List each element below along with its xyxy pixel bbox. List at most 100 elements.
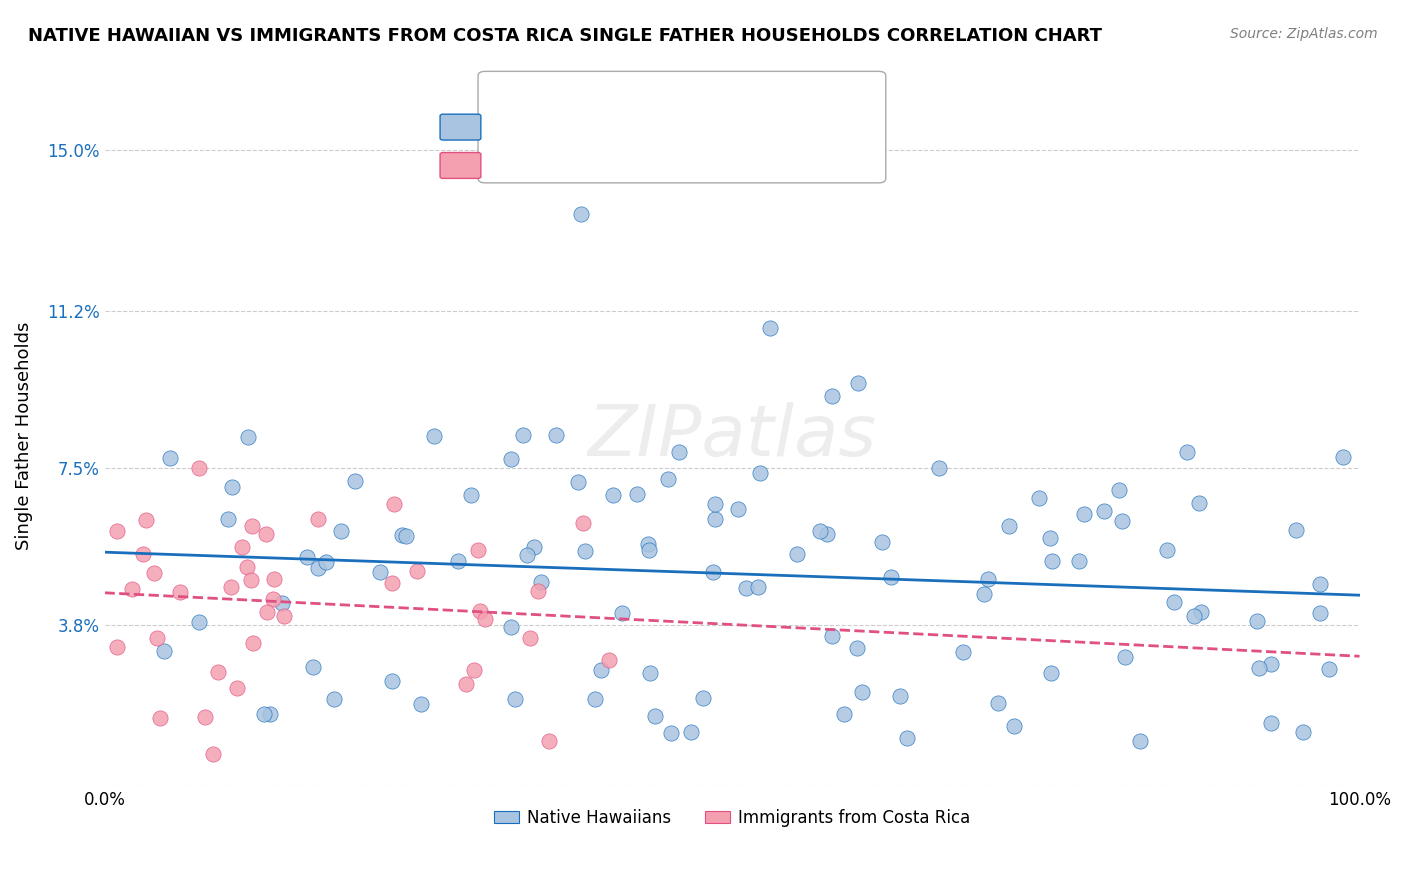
Native Hawaiians	[503, 691, 526, 706]
Native Hawaiians	[1129, 734, 1152, 748]
Native Hawaiians	[270, 596, 292, 610]
Native Hawaiians	[523, 540, 546, 554]
Immigrants from Costa Rica	[219, 580, 242, 594]
Native Hawaiians	[571, 206, 593, 220]
Native Hawaiians	[1247, 661, 1270, 675]
Native Hawaiians	[307, 561, 329, 575]
Native Hawaiians	[217, 511, 239, 525]
Native Hawaiians	[749, 467, 772, 481]
Native Hawaiians	[704, 512, 727, 526]
Native Hawaiians	[1092, 503, 1115, 517]
Native Hawaiians	[516, 548, 538, 562]
Immigrants from Costa Rica	[381, 576, 404, 591]
Immigrants from Costa Rica	[135, 512, 157, 526]
Native Hawaiians	[591, 663, 613, 677]
Native Hawaiians	[422, 428, 444, 442]
Immigrants from Costa Rica	[207, 665, 229, 680]
Native Hawaiians	[815, 526, 838, 541]
Native Hawaiians	[1189, 605, 1212, 619]
Native Hawaiians	[322, 692, 344, 706]
Immigrants from Costa Rica	[526, 583, 548, 598]
Immigrants from Costa Rica	[187, 461, 209, 475]
Native Hawaiians	[659, 726, 682, 740]
Immigrants from Costa Rica	[242, 636, 264, 650]
Native Hawaiians	[644, 709, 666, 723]
Native Hawaiians	[567, 475, 589, 489]
Native Hawaiians	[889, 689, 911, 703]
Native Hawaiians	[460, 488, 482, 502]
Native Hawaiians	[657, 472, 679, 486]
Native Hawaiians	[832, 706, 855, 721]
Immigrants from Costa Rica	[598, 653, 620, 667]
Immigrants from Costa Rica	[467, 543, 489, 558]
Native Hawaiians	[381, 673, 404, 688]
Native Hawaiians	[1317, 662, 1340, 676]
Immigrants from Costa Rica	[470, 604, 492, 618]
Native Hawaiians	[1260, 657, 1282, 671]
Native Hawaiians	[330, 524, 353, 538]
Native Hawaiians	[747, 580, 769, 594]
Native Hawaiians	[1073, 507, 1095, 521]
Native Hawaiians	[973, 587, 995, 601]
Native Hawaiians	[851, 684, 873, 698]
Native Hawaiians	[344, 474, 367, 488]
Native Hawaiians	[1246, 614, 1268, 628]
Immigrants from Costa Rica	[254, 526, 277, 541]
Native Hawaiians	[395, 528, 418, 542]
Immigrants from Costa Rica	[231, 540, 253, 554]
Text: NATIVE HAWAIIAN VS IMMIGRANTS FROM COSTA RICA SINGLE FATHER HOUSEHOLDS CORRELATI: NATIVE HAWAIIAN VS IMMIGRANTS FROM COSTA…	[28, 27, 1102, 45]
Native Hawaiians	[987, 696, 1010, 710]
Immigrants from Costa Rica	[474, 612, 496, 626]
Native Hawaiians	[735, 582, 758, 596]
Immigrants from Costa Rica	[240, 519, 263, 533]
Text: 104: 104	[689, 120, 727, 138]
Native Hawaiians	[638, 543, 661, 558]
Immigrants from Costa Rica	[405, 564, 427, 578]
Native Hawaiians	[391, 527, 413, 541]
Text: R =: R =	[499, 159, 533, 177]
Native Hawaiians	[499, 452, 522, 467]
Native Hawaiians	[1309, 606, 1331, 620]
Native Hawaiians	[821, 629, 844, 643]
Text: R =: R =	[499, 120, 533, 138]
Native Hawaiians	[976, 572, 998, 586]
Immigrants from Costa Rica	[169, 584, 191, 599]
Native Hawaiians	[638, 666, 661, 681]
Native Hawaiians	[188, 615, 211, 630]
Native Hawaiians	[159, 450, 181, 465]
Native Hawaiians	[998, 518, 1021, 533]
Text: 0.058: 0.058	[555, 159, 613, 177]
Native Hawaiians	[1309, 577, 1331, 591]
Immigrants from Costa Rica	[146, 632, 169, 646]
Native Hawaiians	[1188, 496, 1211, 510]
Native Hawaiians	[727, 502, 749, 516]
Native Hawaiians	[546, 428, 568, 442]
Text: 39: 39	[689, 159, 714, 177]
Native Hawaiians	[297, 549, 319, 564]
Immigrants from Costa Rica	[194, 709, 217, 723]
Native Hawaiians	[1333, 450, 1355, 464]
Native Hawaiians	[238, 430, 260, 444]
Text: 0.195: 0.195	[555, 120, 612, 138]
Native Hawaiians	[692, 691, 714, 706]
Native Hawaiians	[530, 574, 553, 589]
Native Hawaiians	[702, 566, 724, 580]
Immigrants from Costa Rica	[273, 608, 295, 623]
Native Hawaiians	[368, 565, 391, 579]
Native Hawaiians	[259, 706, 281, 721]
Native Hawaiians	[952, 645, 974, 659]
Immigrants from Costa Rica	[236, 560, 259, 574]
Native Hawaiians	[253, 706, 276, 721]
Native Hawaiians	[1285, 523, 1308, 537]
Immigrants from Costa Rica	[263, 572, 285, 586]
Native Hawaiians	[1182, 608, 1205, 623]
Native Hawaiians	[880, 570, 903, 584]
Immigrants from Costa Rica	[463, 663, 485, 677]
Immigrants from Costa Rica	[201, 747, 224, 761]
Native Hawaiians	[1039, 531, 1062, 545]
Native Hawaiians	[315, 555, 337, 569]
Native Hawaiians	[610, 606, 633, 620]
Native Hawaiians	[1028, 491, 1050, 506]
Immigrants from Costa Rica	[256, 605, 278, 619]
Immigrants from Costa Rica	[572, 516, 595, 530]
